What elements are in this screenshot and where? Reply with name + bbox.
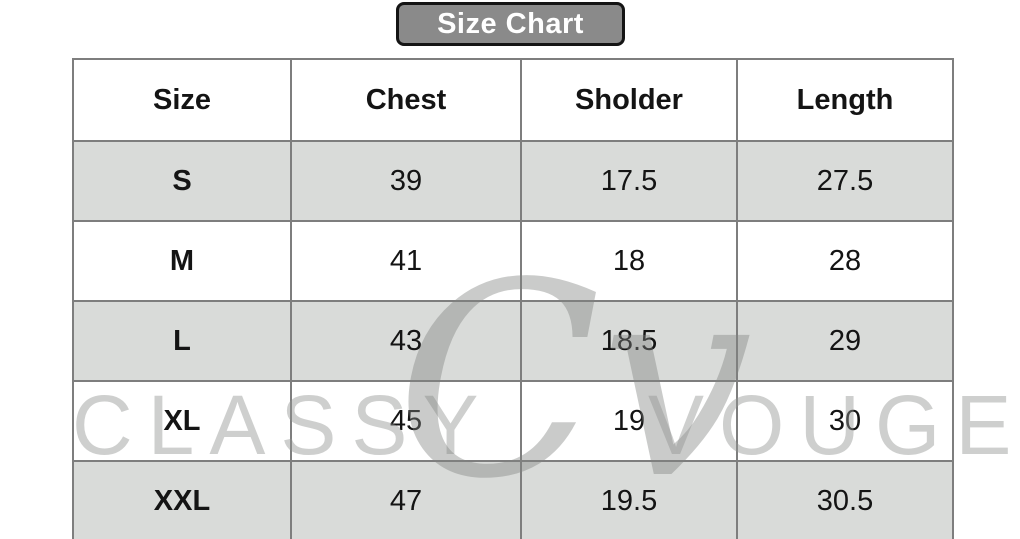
table-header-row: Size Chest Sholder Length (72, 58, 954, 142)
title-text: Size Chart (437, 7, 584, 40)
sholder-cell: 19.5 (520, 460, 738, 539)
column-header-chest: Chest (290, 58, 522, 142)
table-row-l: L 43 18.5 29 (72, 300, 954, 382)
chest-cell: 47 (290, 460, 522, 539)
length-cell: 29 (736, 300, 954, 382)
length-cell: 27.5 (736, 140, 954, 222)
size-chart-title: Size Chart (396, 2, 625, 46)
size-cell: M (72, 220, 292, 302)
chest-cell: 41 (290, 220, 522, 302)
length-cell: 30 (736, 380, 954, 462)
size-cell: XL (72, 380, 292, 462)
table-row-s: S 39 17.5 27.5 (72, 140, 954, 222)
table-row-xl: XL 45 19 30 (72, 380, 954, 462)
column-header-sholder: Sholder (520, 58, 738, 142)
chest-cell: 43 (290, 300, 522, 382)
column-header-size: Size (72, 58, 292, 142)
sholder-cell: 19 (520, 380, 738, 462)
size-cell: XXL (72, 460, 292, 539)
column-header-length: Length (736, 58, 954, 142)
sholder-cell: 18.5 (520, 300, 738, 382)
size-cell: L (72, 300, 292, 382)
length-cell: 28 (736, 220, 954, 302)
table-row-m: M 41 18 28 (72, 220, 954, 302)
chest-cell: 45 (290, 380, 522, 462)
length-cell: 30.5 (736, 460, 954, 539)
sholder-cell: 17.5 (520, 140, 738, 222)
chest-cell: 39 (290, 140, 522, 222)
sholder-cell: 18 (520, 220, 738, 302)
table-row-xxl: XXL 47 19.5 30.5 (72, 460, 954, 539)
size-chart-table: Size Chest Sholder Length S 39 17.5 27.5… (72, 58, 954, 539)
size-cell: S (72, 140, 292, 222)
